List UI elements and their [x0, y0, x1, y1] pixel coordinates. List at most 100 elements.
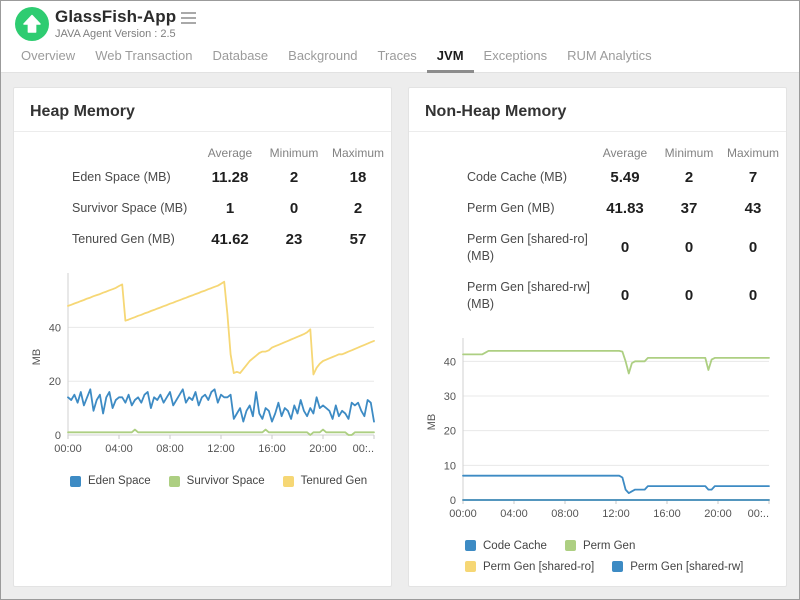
- table-row: Eden Space (MB)11.28218: [28, 162, 390, 193]
- legend-item[interactable]: Perm Gen [shared-ro]: [465, 561, 594, 573]
- legend-row: Eden Space Survivor Space Tenured Gen: [70, 475, 377, 487]
- stat-value: 1: [198, 200, 262, 217]
- stat-value: 5.49: [593, 169, 657, 186]
- panel-title: Non-Heap Memory: [423, 101, 772, 131]
- legend-label: Survivor Space: [187, 475, 265, 487]
- heap-memory-panel: Heap Memory AverageMinimumMaximumEden Sp…: [13, 87, 392, 587]
- stat-value: 0: [721, 287, 785, 304]
- app-window: GlassFish-App JAVA Agent Version : 2.5 O…: [0, 0, 800, 600]
- stat-value: 0: [262, 200, 326, 217]
- stat-value: 11.28: [198, 169, 262, 186]
- app-status-icon: [15, 7, 49, 41]
- stat-value: 43: [721, 200, 785, 217]
- metric-label: Tenured Gen (MB): [28, 231, 198, 248]
- stat-value: 41.83: [593, 200, 657, 217]
- stat-value: 41.62: [198, 231, 262, 248]
- legend-item[interactable]: Tenured Gen: [283, 475, 368, 487]
- legend-label: Perm Gen [shared-rw]: [630, 561, 743, 573]
- heap-stats-table: AverageMinimumMaximumEden Space (MB)11.2…: [28, 142, 390, 255]
- tab-jvm[interactable]: JVM: [427, 48, 474, 73]
- legend-item[interactable]: Perm Gen [shared-rw]: [612, 561, 743, 573]
- non-heap-chart[interactable]: 01020304000:0004:0008:0012:0016:0020:000…: [423, 332, 772, 530]
- metric-label: Survivor Space (MB): [28, 200, 198, 217]
- tab-background[interactable]: Background: [278, 48, 367, 73]
- legend-swatch: [169, 476, 180, 487]
- svg-text:16:00: 16:00: [258, 443, 286, 455]
- line-chart-svg: 0204000:0004:0008:0012:0016:0020:0000:..…: [28, 267, 380, 465]
- main-content: Heap Memory AverageMinimumMaximumEden Sp…: [1, 73, 799, 600]
- tab-overview[interactable]: Overview: [11, 48, 85, 73]
- stat-value: 2: [262, 169, 326, 186]
- heap-chart[interactable]: 0204000:0004:0008:0012:0016:0020:0000:..…: [28, 267, 377, 465]
- legend-item[interactable]: Eden Space: [70, 475, 151, 487]
- tab-traces[interactable]: Traces: [368, 48, 427, 73]
- non-heap-stats-table: AverageMinimumMaximumCode Cache (MB)5.49…: [423, 142, 785, 320]
- svg-text:12:00: 12:00: [602, 508, 630, 520]
- divider: [14, 131, 391, 132]
- svg-text:40: 40: [444, 356, 456, 368]
- legend-label: Code Cache: [483, 540, 547, 552]
- table-row: Perm Gen (MB)41.833743: [423, 193, 785, 224]
- svg-text:0: 0: [55, 430, 61, 442]
- metric-label: Perm Gen (MB): [423, 200, 593, 217]
- agent-version-label: JAVA Agent Version : 2.5: [55, 28, 196, 40]
- stat-value: 37: [657, 200, 721, 217]
- svg-text:00:00: 00:00: [54, 443, 82, 455]
- legend-row: Code Cache Perm Gen: [465, 540, 772, 552]
- tab-database[interactable]: Database: [203, 48, 279, 73]
- svg-text:20:00: 20:00: [309, 443, 337, 455]
- column-header: Maximum: [721, 146, 785, 160]
- legend-label: Tenured Gen: [301, 475, 368, 487]
- stats-header-row: AverageMinimumMaximum: [28, 142, 390, 162]
- stat-value: 2: [326, 200, 390, 217]
- divider: [409, 131, 786, 132]
- column-header: Average: [198, 146, 262, 160]
- stat-value: 0: [593, 287, 657, 304]
- legend-item[interactable]: Perm Gen: [565, 540, 635, 552]
- svg-text:12:00: 12:00: [207, 443, 235, 455]
- svg-text:0: 0: [450, 495, 456, 507]
- tab-bar: OverviewWeb TransactionDatabaseBackgroun…: [1, 48, 799, 73]
- column-header: Minimum: [262, 146, 326, 160]
- panel-title: Heap Memory: [28, 101, 377, 131]
- tab-exceptions[interactable]: Exceptions: [474, 48, 558, 73]
- table-row: Perm Gen [shared-rw] (MB)000: [423, 272, 785, 320]
- legend-swatch: [283, 476, 294, 487]
- legend-label: Eden Space: [88, 475, 151, 487]
- page-title: GlassFish-App: [55, 7, 176, 27]
- stat-value: 0: [657, 239, 721, 256]
- svg-text:40: 40: [49, 322, 61, 334]
- metric-label: Eden Space (MB): [28, 169, 198, 186]
- legend-row: Perm Gen [shared-ro] Perm Gen [shared-rw]: [465, 561, 772, 573]
- app-header: GlassFish-App JAVA Agent Version : 2.5: [1, 1, 799, 48]
- stat-value: 2: [657, 169, 721, 186]
- tab-web-transaction[interactable]: Web Transaction: [85, 48, 202, 73]
- svg-text:20: 20: [444, 425, 456, 437]
- svg-text:08:00: 08:00: [551, 508, 579, 520]
- stat-value: 18: [326, 169, 390, 186]
- legend-swatch: [565, 540, 576, 551]
- svg-text:16:00: 16:00: [653, 508, 681, 520]
- tab-rum-analytics[interactable]: RUM Analytics: [557, 48, 662, 73]
- svg-text:MB: MB: [31, 349, 43, 366]
- stats-header-row: AverageMinimumMaximum: [423, 142, 785, 162]
- metric-label: Perm Gen [shared-ro] (MB): [423, 231, 593, 265]
- svg-text:00:..: 00:..: [353, 443, 374, 455]
- svg-text:04:00: 04:00: [105, 443, 133, 455]
- column-header: Average: [593, 146, 657, 160]
- svg-text:MB: MB: [426, 413, 438, 430]
- series-line: [463, 350, 769, 373]
- legend-label: Perm Gen [shared-ro]: [483, 561, 594, 573]
- non-heap-chart-legend: Code CachePerm GenPerm Gen [shared-ro]Pe…: [423, 540, 772, 573]
- svg-text:04:00: 04:00: [500, 508, 528, 520]
- table-row: Tenured Gen (MB)41.622357: [28, 224, 390, 255]
- legend-swatch: [612, 561, 623, 572]
- stat-value: 0: [657, 287, 721, 304]
- hamburger-menu-icon[interactable]: [181, 12, 196, 24]
- legend-item[interactable]: Code Cache: [465, 540, 547, 552]
- legend-swatch: [465, 561, 476, 572]
- stat-value: 57: [326, 231, 390, 248]
- table-row: Perm Gen [shared-ro] (MB)000: [423, 224, 785, 272]
- series-line: [68, 282, 374, 375]
- legend-item[interactable]: Survivor Space: [169, 475, 265, 487]
